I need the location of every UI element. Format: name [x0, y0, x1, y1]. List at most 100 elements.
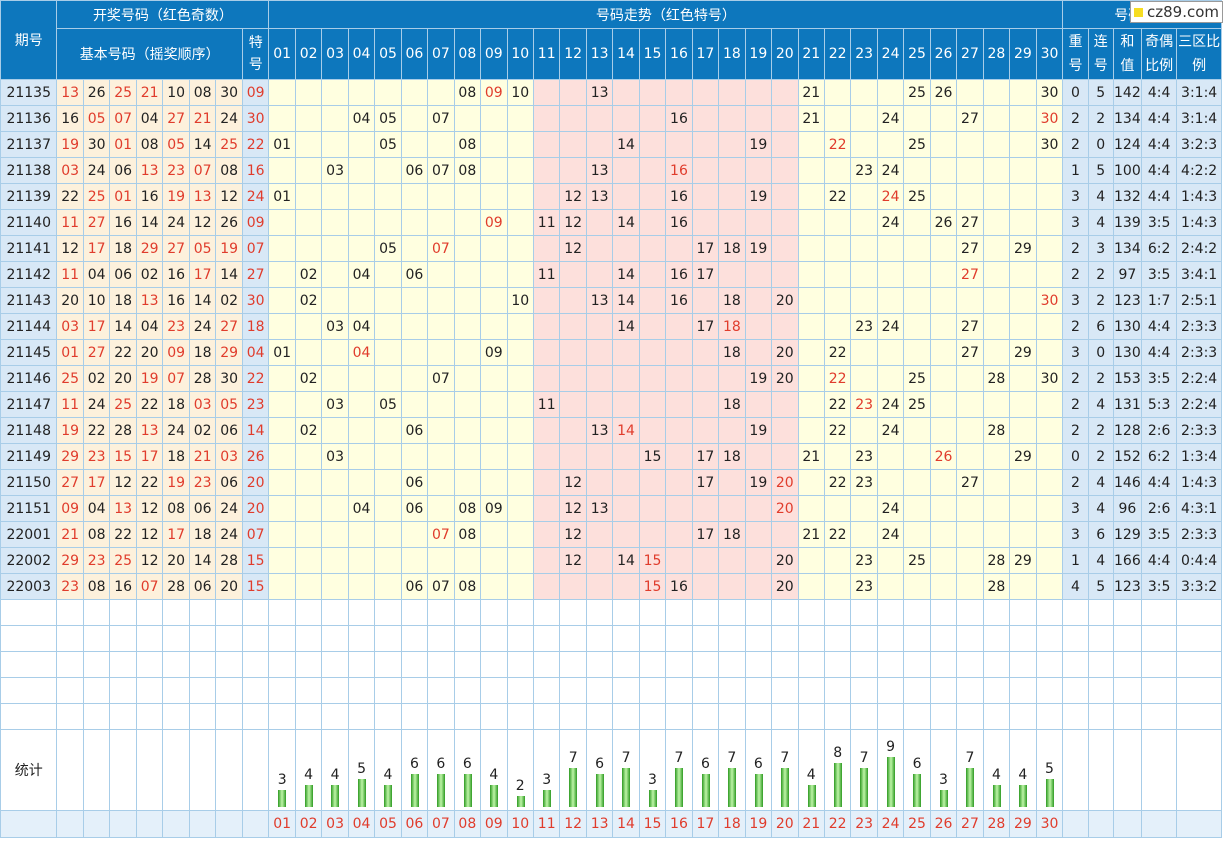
odd-even-cell: 4:4	[1140, 157, 1178, 184]
trend-cell	[823, 443, 852, 470]
trend-cell	[956, 391, 984, 418]
trend-cell	[638, 521, 667, 548]
header-row-2: 基本号码（摇奖顺序） 特号 01 02 03 04 05 06 07 08 09 10 11 12 13…	[1, 28, 1222, 80]
trend-cell	[400, 235, 429, 262]
odd-even-cell: 6:2	[1140, 443, 1178, 470]
bar-value-05: 4	[383, 766, 393, 783]
trend-cell: 02	[294, 417, 323, 444]
odd-even-cell: 4:4	[1140, 131, 1178, 158]
special-number-cell: 22	[241, 131, 270, 158]
empty-cell	[400, 599, 429, 626]
trend-cell: 03	[321, 443, 349, 470]
trend-cell	[612, 157, 640, 184]
trend-cell	[718, 79, 746, 106]
trend-cell: 25	[903, 547, 931, 574]
site-badge-text: cz89.com	[1146, 3, 1219, 21]
stats-empty-cell	[162, 729, 190, 811]
trend-cell	[268, 157, 296, 184]
trend-cell: 14	[612, 287, 640, 314]
trend-cell: 27	[956, 469, 984, 496]
trend-cell	[850, 235, 878, 262]
trend-cell	[347, 157, 376, 184]
special-number-cell: 22	[241, 365, 270, 392]
trend-cell	[268, 235, 296, 262]
trend-cell	[982, 79, 1011, 106]
issue-cell: 21148	[0, 417, 58, 444]
axis-tick-label: 23	[850, 810, 878, 838]
trend-cell: 24	[876, 417, 905, 444]
empty-cell	[56, 677, 84, 704]
empty-cell	[1009, 651, 1037, 678]
trend-cell: 08	[453, 157, 482, 184]
stats-cell: 4	[480, 729, 508, 811]
basic-number-cell: 16	[109, 209, 137, 236]
trend-cell	[718, 547, 746, 574]
column-header-28: 28	[982, 28, 1011, 80]
trend-cell: 23	[850, 313, 878, 340]
trend-cell	[427, 131, 455, 158]
trend-cell: 12	[559, 469, 587, 496]
trend-cell: 05	[374, 131, 402, 158]
trend-cell	[797, 391, 825, 418]
trend-cell	[480, 235, 508, 262]
site-badge[interactable]: cz89.com	[1129, 1, 1223, 23]
trend-cell: 15	[638, 573, 667, 600]
trend-cell	[506, 495, 534, 522]
trend-cell	[374, 209, 402, 236]
empty-cell	[771, 703, 799, 730]
trend-cell	[532, 287, 561, 314]
empty-cell	[1087, 599, 1114, 626]
empty-cell	[480, 677, 508, 704]
stats-cell: 6	[691, 729, 720, 811]
empty-cell	[718, 599, 746, 626]
basic-number-cell: 08	[162, 495, 190, 522]
empty-cell	[135, 625, 164, 652]
column-header-21: 21	[797, 28, 825, 80]
empty-cell	[321, 599, 349, 626]
empty-cell	[718, 625, 746, 652]
trend-cell	[956, 495, 984, 522]
trend-cell	[347, 79, 376, 106]
stats-cell: 6	[585, 729, 614, 811]
basic-number-cell: 24	[215, 521, 243, 548]
basic-number-cell: 02	[82, 365, 111, 392]
basic-number-cell: 18	[188, 521, 217, 548]
trend-cell	[559, 573, 587, 600]
empty-cell	[241, 651, 270, 678]
stats-cell: 6	[453, 729, 482, 811]
empty-cell	[929, 651, 958, 678]
odd-even-cell: 3:5	[1140, 209, 1178, 236]
trend-cell	[559, 261, 587, 288]
bar-16	[675, 768, 684, 807]
trend-cell: 03	[321, 157, 349, 184]
bar-value-26: 3	[939, 772, 948, 789]
sum-header: 和值	[1112, 28, 1143, 80]
trend-cell: 27	[956, 209, 984, 236]
empty-row	[0, 599, 1222, 626]
trend-cell: 03	[321, 391, 349, 418]
trend-cell	[532, 131, 561, 158]
odd-even-cell: 4:4	[1140, 469, 1178, 496]
repeat-cell: 2	[1062, 391, 1089, 418]
table-row: 22001 21 08 22 12 17 18 24 07 07 08 12 17 18 21 22 24 3 6 1…	[0, 521, 1222, 548]
empty-cell	[82, 677, 111, 704]
column-header-26: 26	[929, 28, 958, 80]
sum-cell: 166	[1112, 547, 1143, 574]
trend-cell	[771, 235, 799, 262]
trend-cell	[665, 131, 693, 158]
trend-cell	[903, 105, 931, 132]
basic-number-cell: 23	[188, 469, 217, 496]
trend-cell	[982, 261, 1011, 288]
trend-cell	[321, 417, 349, 444]
trend-cell: 01	[268, 339, 296, 366]
trend-cell: 18	[718, 235, 746, 262]
trend-cell	[400, 313, 429, 340]
empty-cell	[1140, 703, 1178, 730]
trend-cell	[480, 157, 508, 184]
issue-cell: 21147	[0, 391, 58, 418]
bar-container: 6	[746, 731, 770, 810]
trend-cell	[374, 521, 402, 548]
trend-cell	[559, 417, 587, 444]
basic-number-cell: 19	[162, 469, 190, 496]
trend-cell: 08	[453, 521, 482, 548]
